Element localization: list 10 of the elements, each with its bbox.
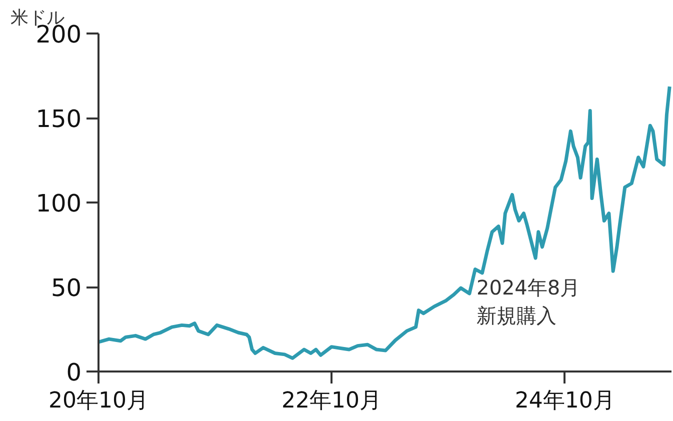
line-series: [98, 84, 672, 360]
annotation: 2024年8月: [476, 276, 580, 300]
x-tick-label: 24年10月: [514, 388, 615, 414]
y-tick-label: 100: [36, 190, 82, 218]
y-tick-label: 50: [50, 274, 82, 302]
y-tick-label: 0: [66, 358, 82, 386]
annotation: 新規購入: [476, 304, 556, 328]
y-tick-label: 150: [36, 105, 82, 133]
x-tick-label: 20年10月: [48, 388, 149, 414]
x-tick-label: 22年10月: [282, 388, 382, 414]
